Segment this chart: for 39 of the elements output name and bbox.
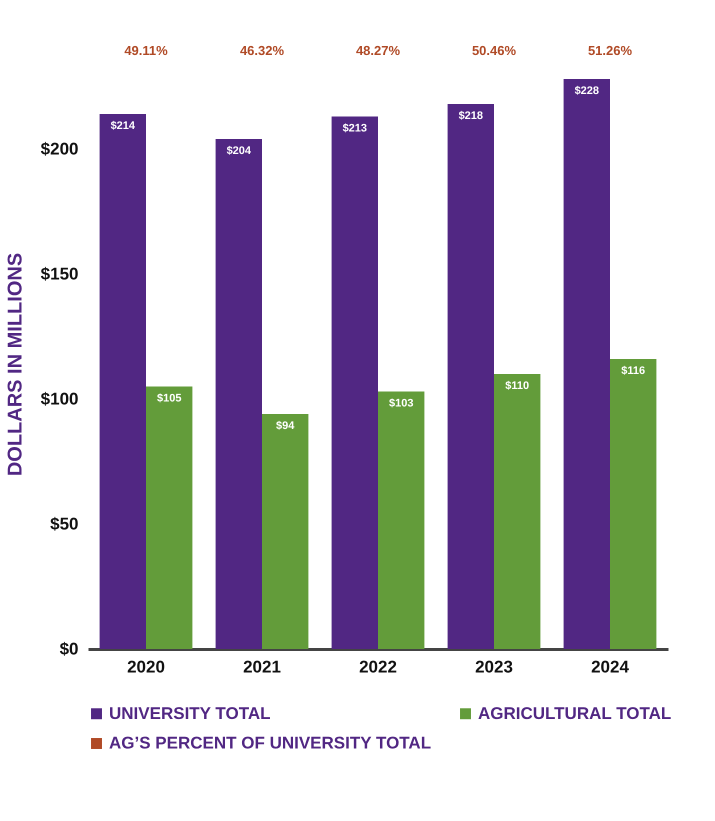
bar xyxy=(332,116,378,649)
data-label: $94 xyxy=(276,420,296,432)
bar xyxy=(494,374,540,649)
data-label: $105 xyxy=(156,392,182,404)
y-tick-label: $0 xyxy=(60,640,78,658)
legend-label: UNIVERSITY TOTAL xyxy=(109,704,271,723)
x-tick-label: 2022 xyxy=(359,658,397,676)
x-tick-label: 2023 xyxy=(475,658,513,676)
data-label: $214 xyxy=(110,120,136,132)
bar xyxy=(216,139,262,649)
legend-label: AG’S PERCENT OF UNIVERSITY TOTAL xyxy=(109,734,432,752)
x-tick-label: 2024 xyxy=(591,658,630,676)
data-label: $110 xyxy=(505,380,530,392)
y-axis-title: DOLLARS IN MILLIONS xyxy=(4,252,27,476)
legend-label: AGRICULTURAL TOTAL xyxy=(478,704,672,723)
bar xyxy=(146,386,192,649)
y-tick-label: $200 xyxy=(40,140,78,158)
x-tick-label: 2020 xyxy=(127,658,165,676)
data-label: $116 xyxy=(621,365,646,377)
text: 48.27% xyxy=(356,43,400,58)
y-tick-label: $150 xyxy=(40,264,78,284)
text: 50.46% xyxy=(472,43,516,58)
text: 51.26% xyxy=(588,43,632,58)
x-tick-label: 2021 xyxy=(243,658,281,676)
data-label: $218 xyxy=(458,110,484,122)
bar xyxy=(100,114,146,649)
data-label: $204 xyxy=(226,145,252,157)
bar xyxy=(610,359,656,649)
y-tick-label: $100 xyxy=(40,390,78,408)
bar xyxy=(564,79,610,649)
data-label: $213 xyxy=(342,122,368,134)
data-label: $103 xyxy=(388,398,414,410)
bar xyxy=(262,414,308,649)
bar xyxy=(378,392,424,649)
text: 46.32% xyxy=(240,43,284,58)
text: 49.11% xyxy=(124,43,168,58)
y-tick-label: $50 xyxy=(50,514,78,534)
bar xyxy=(448,104,494,649)
data-label: $228 xyxy=(574,85,600,97)
